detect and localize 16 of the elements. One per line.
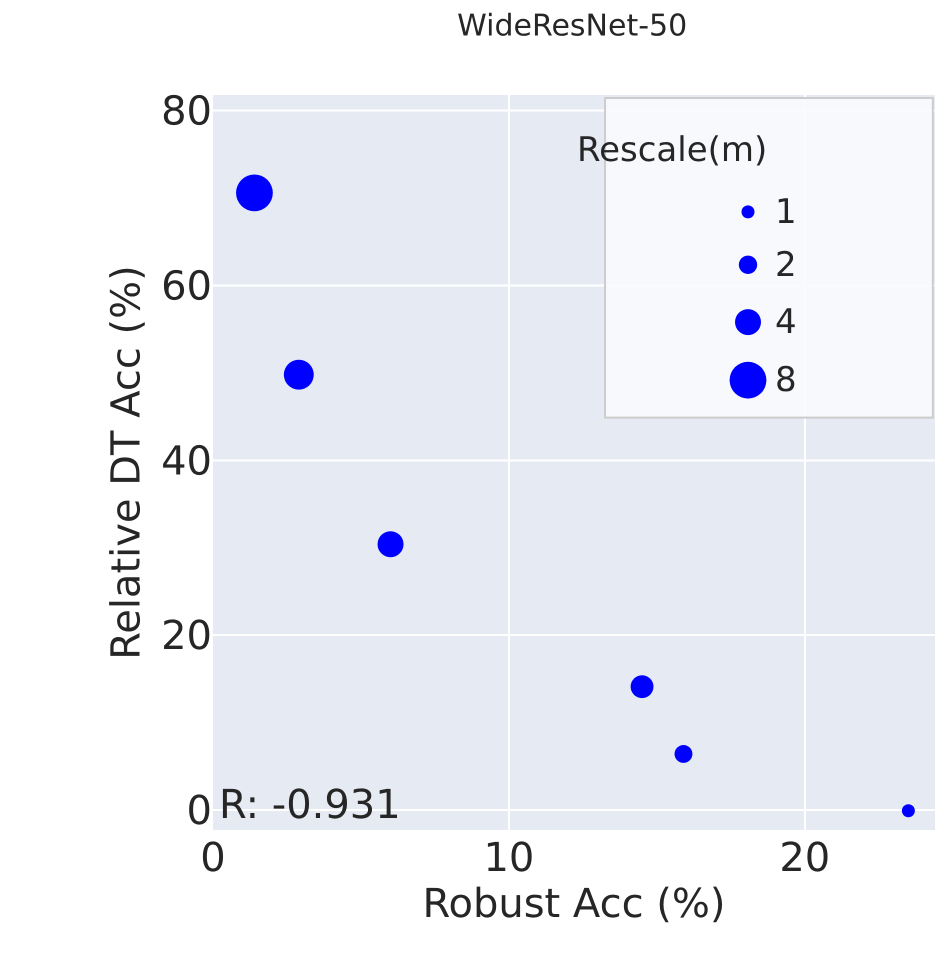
annotation: R: -0.931 bbox=[219, 782, 401, 828]
y-tick-label: 80 bbox=[161, 88, 212, 135]
y-tick-label: 60 bbox=[161, 264, 212, 310]
x-axis-title: Robust Acc (%) bbox=[422, 881, 726, 927]
x-tick-label: 10 bbox=[483, 835, 534, 881]
y-axis-title: Relative DT Acc (%) bbox=[104, 265, 150, 660]
y-tick-label: 40 bbox=[161, 438, 212, 484]
y-tick-label: 0 bbox=[186, 788, 212, 834]
y-tick-label: 20 bbox=[161, 613, 212, 660]
legend-title: Rescale(m) bbox=[577, 130, 768, 170]
chart-title: WideResNet-50 bbox=[457, 8, 688, 44]
legend-label: 4 bbox=[775, 302, 797, 342]
legend-label: 8 bbox=[775, 360, 797, 400]
legend-label: 1 bbox=[775, 192, 797, 232]
legend-label: 2 bbox=[775, 245, 797, 285]
x-tick-label: 20 bbox=[779, 835, 830, 881]
